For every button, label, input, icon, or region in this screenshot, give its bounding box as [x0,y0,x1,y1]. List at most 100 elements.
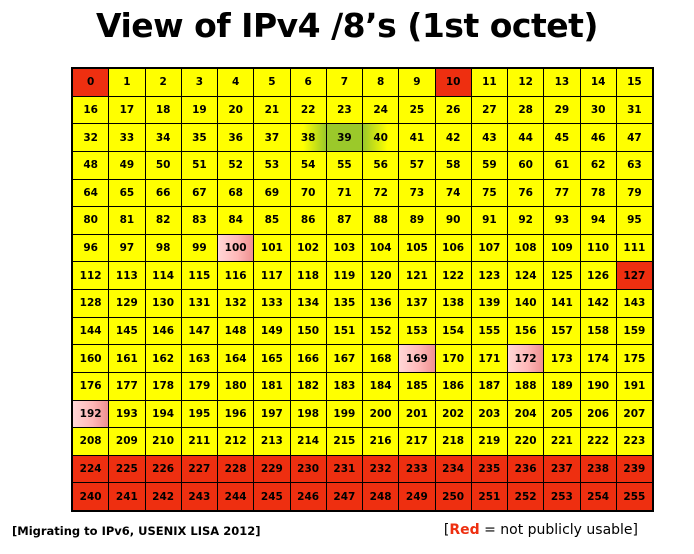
octet-cell: 230 [290,455,326,483]
octet-cell: 168 [363,345,399,372]
octet-cell: 6 [290,69,326,96]
octet-cell: 18 [145,96,181,124]
octet-cell: 68 [218,179,254,207]
octet-cell: 78 [580,179,616,207]
octet-cell: 217 [399,428,435,455]
octet-cell: 13 [544,69,580,96]
octet-cell: 57 [399,151,435,179]
octet-cell: 145 [109,317,145,345]
octet-cell: 0 [73,69,109,96]
octet-cell: 101 [254,234,290,262]
octet-cell: 31 [616,96,652,124]
octet-cell: 182 [290,372,326,400]
octet-cell: 138 [435,290,471,317]
octet-cell: 12 [508,69,544,96]
octet-cell: 83 [181,207,217,234]
octet-cell: 41 [399,124,435,151]
octet-cell: 221 [544,428,580,455]
octet-cell: 33 [109,124,145,151]
octet-cell: 120 [363,262,399,289]
octet-cell: 88 [363,207,399,234]
octet-cell: 129 [109,290,145,317]
octet-cell: 74 [435,179,471,207]
octet-cell: 114 [145,262,181,289]
octet-cell: 20 [218,96,254,124]
octet-cell: 15 [616,69,652,96]
octet-cell: 128 [73,290,109,317]
octet-cell: 89 [399,207,435,234]
octet-cell: 84 [218,207,254,234]
octet-cell: 255 [616,483,652,510]
octet-cell: 164 [218,345,254,372]
octet-cell: 246 [290,483,326,510]
octet-cell: 122 [435,262,471,289]
octet-cell: 243 [181,483,217,510]
octet-cell: 223 [616,428,652,455]
octet-cell: 27 [471,96,507,124]
octet-cell: 213 [254,428,290,455]
octet-cell: 151 [326,317,362,345]
octet-cell: 196 [218,400,254,428]
octet-cell: 184 [363,372,399,400]
octet-cell: 58 [435,151,471,179]
octet-cell: 218 [435,428,471,455]
octet-cell: 205 [544,400,580,428]
octet-cell: 54 [290,151,326,179]
octet-cell: 26 [435,96,471,124]
octet-cell: 124 [508,262,544,289]
octet-cell: 123 [471,262,507,289]
octet-cell: 197 [254,400,290,428]
octet-cell: 102 [290,234,326,262]
octet-cell: 38 [290,124,326,151]
octet-cell: 157 [544,317,580,345]
octet-cell: 240 [73,483,109,510]
octet-cell: 80 [73,207,109,234]
octet-cell: 73 [399,179,435,207]
octet-cell: 163 [181,345,217,372]
octet-cell: 92 [508,207,544,234]
octet-cell: 43 [471,124,507,151]
octet-cell: 39 [326,124,362,151]
octet-cell: 219 [471,428,507,455]
octet-cell: 21 [254,96,290,124]
octet-cell: 208 [73,428,109,455]
octet-cell: 3 [181,69,217,96]
octet-cell: 5 [254,69,290,96]
octet-cell: 228 [218,455,254,483]
octet-cell: 206 [580,400,616,428]
octet-cell: 116 [218,262,254,289]
octet-cell: 207 [616,400,652,428]
octet-cell: 239 [616,455,652,483]
octet-cell: 86 [290,207,326,234]
octet-cell: 50 [145,151,181,179]
octet-cell: 132 [218,290,254,317]
octet-cell: 190 [580,372,616,400]
octet-cell: 143 [616,290,652,317]
octet-cell: 224 [73,455,109,483]
octet-cell: 194 [145,400,181,428]
octet-cell: 152 [363,317,399,345]
octet-cell: 200 [363,400,399,428]
octet-cell: 169 [399,345,435,372]
octet-cell: 249 [399,483,435,510]
octet-cell: 23 [326,96,362,124]
octet-cell: 11 [471,69,507,96]
octet-cell: 35 [181,124,217,151]
octet-cell: 160 [73,345,109,372]
octet-cell: 130 [145,290,181,317]
octet-cell: 76 [508,179,544,207]
octet-cell: 107 [471,234,507,262]
octet-cell: 135 [326,290,362,317]
octet-cell: 69 [254,179,290,207]
octet-cell: 159 [616,317,652,345]
octet-cell: 98 [145,234,181,262]
octet-cell: 71 [326,179,362,207]
octet-cell: 4 [218,69,254,96]
octet-cell: 195 [181,400,217,428]
octet-cell: 103 [326,234,362,262]
octet-cell: 10 [435,69,471,96]
octet-cell: 45 [544,124,580,151]
octet-cell: 79 [616,179,652,207]
octet-cell: 220 [508,428,544,455]
octet-cell: 87 [326,207,362,234]
